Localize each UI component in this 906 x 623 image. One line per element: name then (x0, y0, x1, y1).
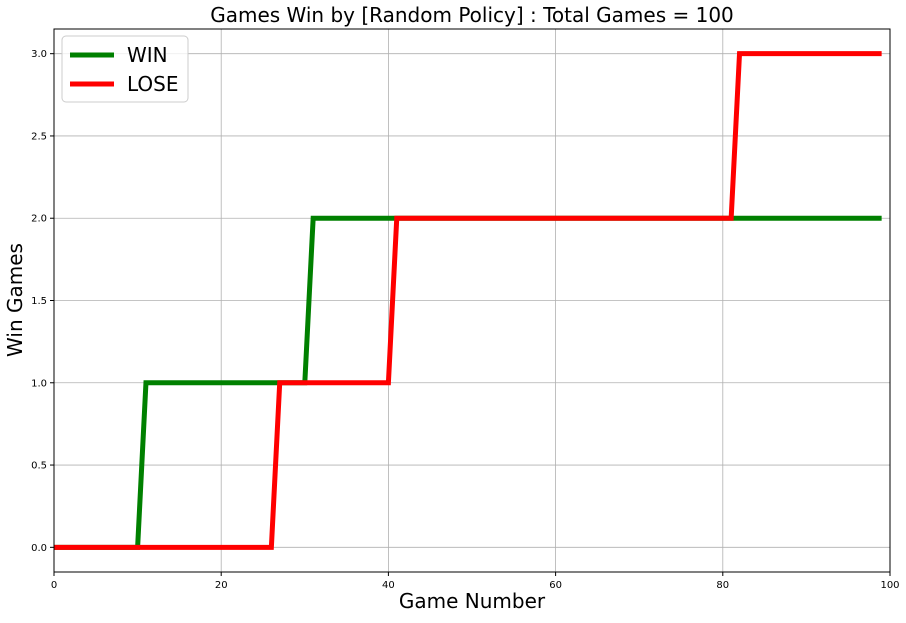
chart-title: Games Win by [Random Policy] : Total Gam… (210, 3, 734, 27)
x-tick-label: 20 (215, 580, 228, 591)
x-axis-label: Game Number (399, 589, 546, 613)
y-tick-label: 0.5 (31, 461, 47, 472)
series-lines (54, 51, 882, 550)
y-tick-label: 3.0 (31, 49, 47, 60)
y-tick-label: 0.0 (31, 543, 47, 554)
x-tick-label: 80 (716, 580, 729, 591)
series-line-lose (54, 51, 882, 550)
y-tick-label: 1.5 (31, 296, 47, 307)
axis-ticks: 0 20 40 60 80 100 0.0 0.5 1.0 1.5 2.0 2.5 3.0 (31, 49, 899, 591)
legend-label-lose: LOSE (127, 72, 179, 96)
x-tick-label: 0 (51, 580, 57, 591)
y-tick-label: 2.5 (31, 131, 47, 142)
x-tick-label: 40 (382, 580, 395, 591)
legend-label-win: WIN (127, 43, 168, 67)
y-tick-label: 2.0 (31, 214, 47, 225)
legend: WIN LOSE (61, 35, 189, 103)
y-tick-label: 1.0 (31, 378, 47, 389)
x-tick-label: 100 (880, 580, 899, 591)
x-tick-label: 60 (549, 580, 562, 591)
y-axis-label: Win Games (3, 243, 27, 357)
